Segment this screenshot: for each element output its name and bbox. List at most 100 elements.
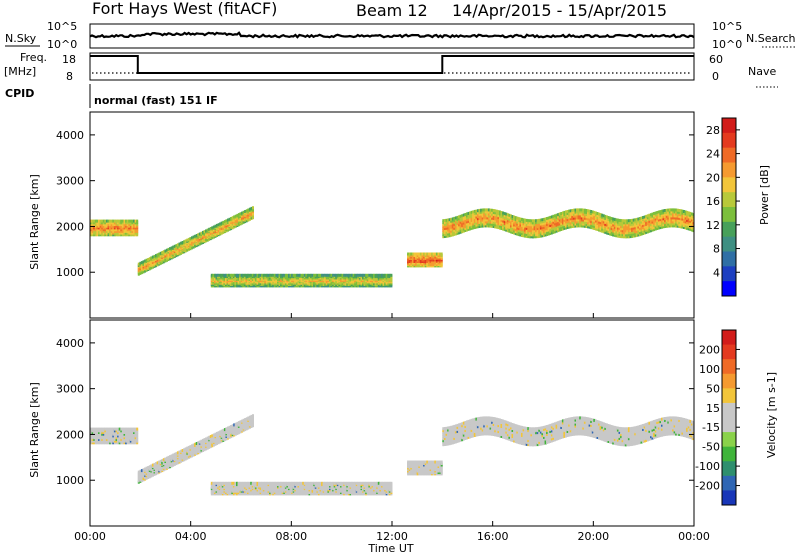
power-cell [599,223,602,227]
power-cell [346,273,349,277]
power-cell [635,233,638,237]
power-cell [527,233,530,237]
velocity-cell [105,439,108,443]
power-cell [115,223,118,226]
velocity-cell [250,481,253,485]
power-cell [513,227,516,231]
power-cell [683,216,685,219]
power-cell [588,223,591,227]
power-cell [673,210,676,214]
power-cell [632,228,635,232]
power-cell [610,219,613,222]
power-cell [656,221,659,224]
power-cell [577,222,580,226]
power-cell [469,215,472,219]
power-cell [502,219,505,223]
velocity-cell [131,427,134,431]
power-cell [654,225,657,229]
velocity-cell [96,437,99,441]
power-cell [151,255,154,259]
power-cell [172,245,175,249]
power-cell [519,217,522,221]
power-cell [514,232,517,236]
velocity-cell [109,436,112,440]
power-cell [612,217,615,221]
power-cell [472,216,475,220]
power-cell [458,215,461,219]
power-cell [605,229,608,233]
power-cell [681,215,684,219]
velocity-cell [133,429,135,433]
velocity-cell [206,436,209,440]
velocity-cell [136,439,139,443]
power-cell [275,273,278,277]
velocity-cell [267,481,270,485]
power-cell [159,251,162,255]
velocity-cell [272,481,275,485]
power-cell [610,231,613,234]
power-cell [637,227,640,231]
power-cell [505,224,508,228]
power-cell [568,211,571,215]
velocity-cell [121,427,124,431]
power-cell [656,217,659,220]
power-cell [147,258,150,261]
power-cell [544,233,547,237]
power-cell [645,218,648,222]
power-cell [442,219,445,223]
power-cell [552,220,555,224]
power-cell [552,224,555,228]
power-cell [563,212,566,216]
power-cell [690,218,693,222]
power-cell [602,224,605,228]
power-cell [631,232,634,236]
power-cell [525,220,528,224]
power-cell [651,218,654,222]
velocity-cell [120,432,123,436]
power-cell [651,212,654,216]
power-cell [560,222,563,225]
power-cell [347,273,350,277]
velocity-cell [123,439,126,443]
power-cell [170,246,173,250]
power-cell [461,226,464,230]
power-cell [662,217,665,221]
power-cell [561,221,564,225]
power-cell [299,273,301,277]
power-cell [547,232,550,236]
velocity-cell [126,432,129,436]
power-cell [525,222,528,226]
power-cell [681,221,684,225]
power-cell [497,210,500,214]
power-cell [131,229,134,233]
power-cell [527,227,530,231]
power-cell [607,220,610,223]
power-cell [91,226,94,230]
power-cell [121,226,124,230]
power-cell [280,273,283,277]
power-cell [667,222,670,226]
power-cell [594,217,597,221]
power-cell [613,219,616,223]
power-cell [673,220,676,224]
power-cell [670,212,673,216]
power-cell [692,229,695,233]
power-cell [528,223,531,227]
power-cell [113,219,116,223]
power-cell [492,219,495,222]
power-cell [616,232,619,236]
power-cell [505,222,508,226]
power-cell [572,218,575,222]
power-cell [456,221,459,225]
power-cell [550,225,553,229]
power-cell [538,234,541,238]
power-cell [343,273,346,277]
power-cell [580,212,583,216]
power-cell [605,221,608,225]
power-cell [480,210,483,214]
power-cell [129,219,132,223]
power-cell [237,213,240,217]
power-cell [681,217,684,221]
power-cell [253,273,256,277]
velocity-cell [117,434,120,438]
